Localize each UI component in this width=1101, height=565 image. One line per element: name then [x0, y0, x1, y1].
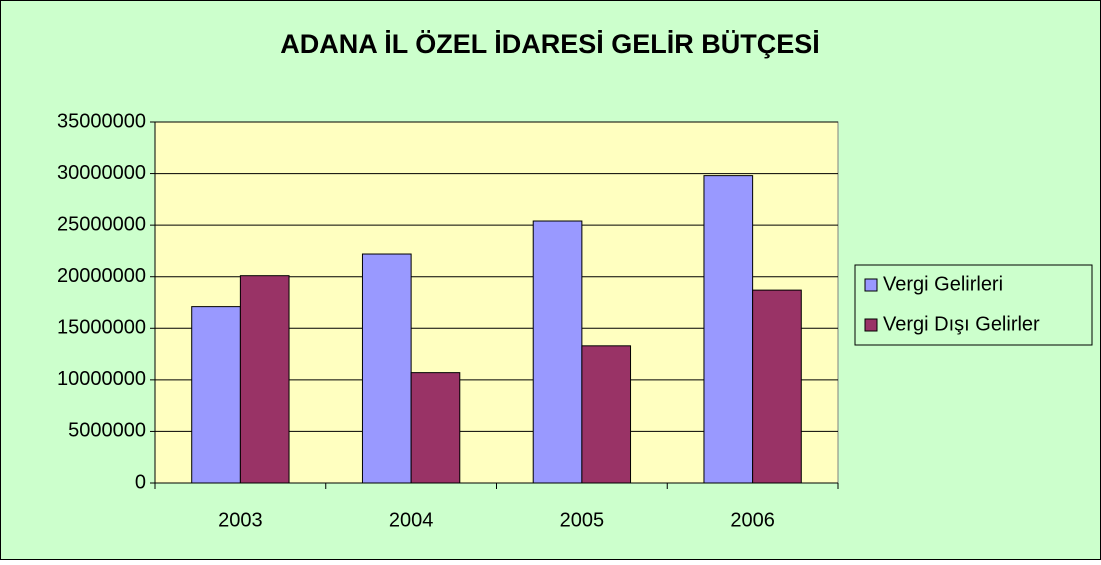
- y-tick-label: 10000000: [57, 368, 146, 390]
- y-tick-label: 25000000: [57, 213, 146, 235]
- x-tick-label: 2004: [389, 509, 434, 531]
- bar: [752, 289, 802, 484]
- x-tick-label: 2003: [218, 509, 263, 531]
- bar: [361, 253, 412, 484]
- chart-title: ADANA İL ÖZEL İDARESİ GELİR BÜTÇESİ: [280, 29, 820, 59]
- bar: [410, 372, 461, 484]
- y-tick-label: 30000000: [57, 162, 146, 184]
- y-tick-label: 20000000: [57, 265, 146, 287]
- bar: [581, 345, 632, 484]
- bar: [239, 275, 290, 484]
- bar: [532, 220, 583, 484]
- legend-swatch: [864, 318, 878, 332]
- legend-swatch: [864, 278, 878, 292]
- y-tick-label: 5000000: [68, 420, 146, 442]
- bar: [191, 306, 241, 484]
- x-tick-label: 2006: [730, 509, 775, 531]
- legend-box: [854, 264, 1093, 346]
- y-tick-label: 0: [135, 471, 146, 493]
- legend-label: Vergi Dışı Gelirler: [883, 313, 1040, 335]
- bar: [703, 175, 754, 484]
- y-tick-label: 35000000: [57, 110, 146, 132]
- x-tick-label: 2005: [560, 509, 605, 531]
- y-tick-label: 15000000: [57, 317, 146, 339]
- legend-label: Vergi Gelirleri: [883, 273, 1003, 295]
